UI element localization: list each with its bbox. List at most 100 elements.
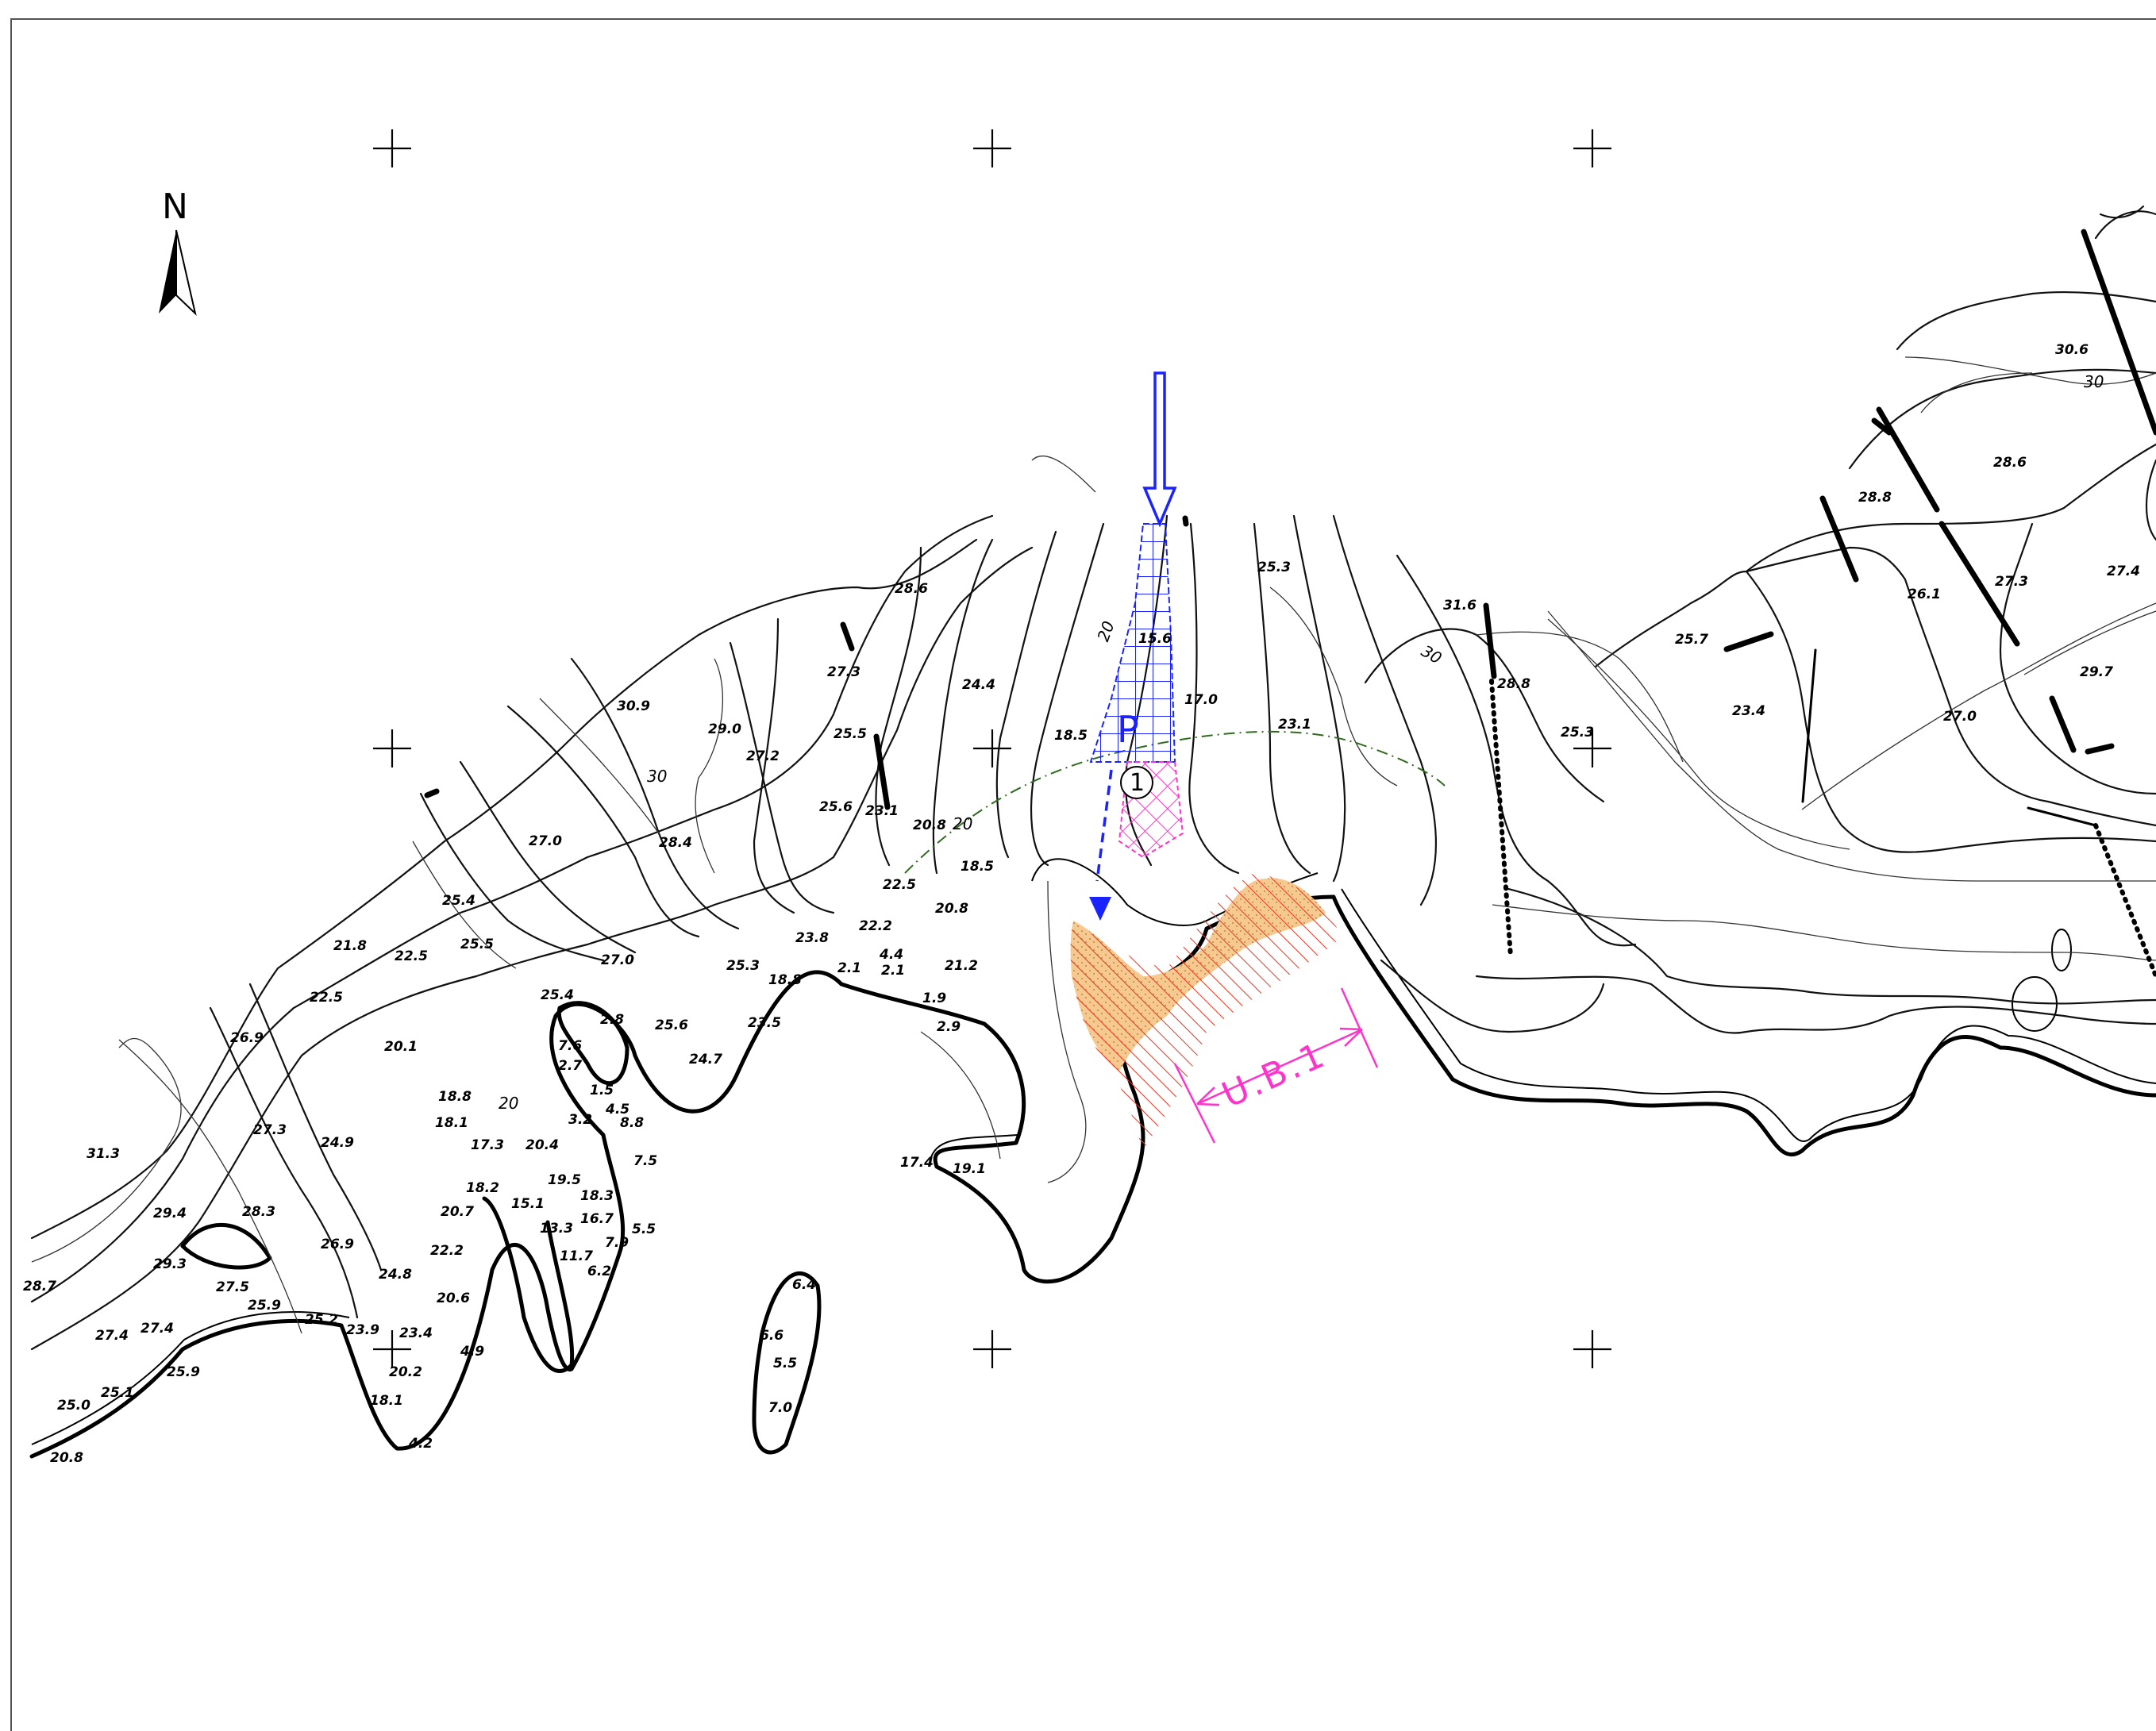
elevation-label: 25.7 (1675, 632, 1708, 648)
marker-label: 1 (1130, 769, 1145, 797)
elevation-label: 21.8 (333, 938, 367, 954)
contours (30, 205, 2156, 1351)
elevation-label: 28.4 (659, 835, 692, 851)
elevation-label: 20.6 (437, 1291, 470, 1306)
elevation-label: 17.3 (471, 1137, 504, 1153)
elevation-label: 28.8 (1497, 676, 1530, 692)
elevation-label: 28.8 (1858, 490, 1892, 506)
elevation-label: 1.9 (922, 991, 946, 1006)
elevation-label: 11.7 (560, 1248, 593, 1264)
elevation-label: 20.8 (50, 1450, 83, 1466)
elevation-label: 6.4 (792, 1277, 816, 1293)
elevation-label: 20.7 (441, 1204, 474, 1220)
contour-label: 20 (953, 814, 972, 833)
elevation-label: 28.6 (1993, 455, 2027, 471)
elevation-label: 27.0 (1943, 709, 1977, 725)
elevation-label: 27.0 (529, 833, 562, 849)
elevation-label: 2.1 (881, 963, 905, 979)
elevation-label: 18.1 (370, 1393, 403, 1409)
contour-label: 20 (1093, 618, 1118, 644)
elevation-label: 27.0 (601, 952, 634, 968)
elevation-label: 2.9 (937, 1019, 961, 1035)
elevation-label: 28.7 (23, 1279, 56, 1294)
elevation-label: 6.2 (587, 1264, 611, 1279)
elevation-label: 23.9 (346, 1322, 379, 1338)
elevation-label: 4.2 (408, 1436, 433, 1452)
contour-label: 30 (2084, 372, 2104, 391)
elevation-label: 23.5 (748, 1015, 781, 1031)
elevation-label: 18.2 (466, 1180, 499, 1196)
elevation-label: 19.5 (548, 1172, 581, 1188)
elevation-label: 29.4 (153, 1206, 187, 1221)
beach-area (1070, 873, 1342, 1151)
elevation-label: 25.9 (167, 1364, 200, 1380)
elevation-label: 13.3 (540, 1221, 573, 1237)
elevation-label: 7.0 (768, 1400, 792, 1416)
boundary-line (904, 730, 1446, 874)
elevation-label: 25.5 (460, 937, 494, 952)
elevation-label: 20.8 (913, 817, 946, 833)
elevation-label: 29.7 (2080, 664, 2113, 680)
elevation-label: 2.8 (600, 1012, 624, 1028)
elevation-label: 17.0 (1184, 692, 1218, 708)
elevation-label: 24.4 (962, 677, 995, 693)
elevation-label: 22.2 (859, 918, 892, 934)
elevation-label: 25.9 (248, 1298, 281, 1314)
elevation-label: 25.6 (819, 799, 853, 815)
elevation-label: 25.1 (101, 1385, 134, 1401)
elevation-label: 27.4 (95, 1328, 129, 1344)
elevation-label: 28.3 (242, 1204, 275, 1220)
elevation-label: 7.9 (605, 1235, 629, 1251)
elevation-label: 4.5 (605, 1102, 629, 1117)
elevation-label: 20.2 (389, 1364, 422, 1380)
elevation-label: 31.3 (87, 1146, 120, 1162)
elevation-label: 4.9 (460, 1344, 484, 1360)
elevation-label: 18.3 (580, 1188, 614, 1204)
walls (424, 229, 2156, 979)
elevation-label: 5.5 (632, 1221, 656, 1237)
elevation-label: 27.4 (2107, 564, 2140, 579)
zone-label: U.B.1 (1216, 1034, 1333, 1116)
elevation-label: 25.3 (1257, 560, 1291, 575)
elevation-label: 5.5 (773, 1356, 797, 1371)
elevation-label: 24.7 (689, 1052, 722, 1067)
elevation-label: 22.5 (395, 948, 428, 964)
elevation-label: 18.8 (768, 972, 802, 988)
parking-area: P (1089, 371, 1177, 921)
elevation-label: 25.0 (57, 1398, 90, 1414)
elevation-label: 25.4 (541, 987, 574, 1003)
elevation-label: 25.5 (834, 726, 867, 742)
elevation-label: 23.1 (865, 803, 899, 819)
elevation-label: 20.4 (526, 1137, 559, 1153)
contour-label: 30 (1418, 641, 1445, 668)
elevation-label: 27.2 (746, 748, 780, 764)
elevation-label: 31.6 (1443, 598, 1476, 614)
elevation-label: 23.8 (795, 930, 829, 946)
elevation-label: 22.5 (310, 990, 343, 1006)
elevation-label: 24.9 (321, 1135, 354, 1151)
elevation-label: 25.6 (655, 1017, 688, 1033)
elevation-label: 24.8 (379, 1267, 412, 1283)
elevation-label: 27.3 (253, 1122, 287, 1138)
contour-label: 30 (647, 767, 667, 786)
elevation-label: 8.8 (620, 1115, 644, 1131)
elevation-label: 7.6 (558, 1038, 582, 1054)
elevation-label: 28.6 (895, 581, 928, 597)
elevation-label: 21.2 (945, 958, 978, 974)
elevation-label: 26.9 (230, 1030, 264, 1046)
contour-labels: 30 20 20 20 30 30 (499, 372, 2104, 1113)
elevation-label: 23.4 (1732, 703, 1765, 719)
elevation-label: 18.1 (435, 1115, 468, 1131)
elevation-label: 19.1 (953, 1161, 986, 1177)
elevation-label: 6.6 (760, 1328, 783, 1344)
elevation-label: 7.5 (633, 1153, 657, 1169)
elevation-label: 3.2 (568, 1112, 592, 1128)
elevation-label: 18.5 (961, 859, 994, 875)
elevation-label: 17.4 (900, 1155, 934, 1171)
elevation-label: 26.9 (321, 1237, 354, 1252)
elevation-label: 15.1 (511, 1196, 545, 1212)
contour-label: 20 (499, 1094, 518, 1113)
grid-crosses (373, 129, 1611, 1368)
map-frame (10, 18, 2156, 1731)
